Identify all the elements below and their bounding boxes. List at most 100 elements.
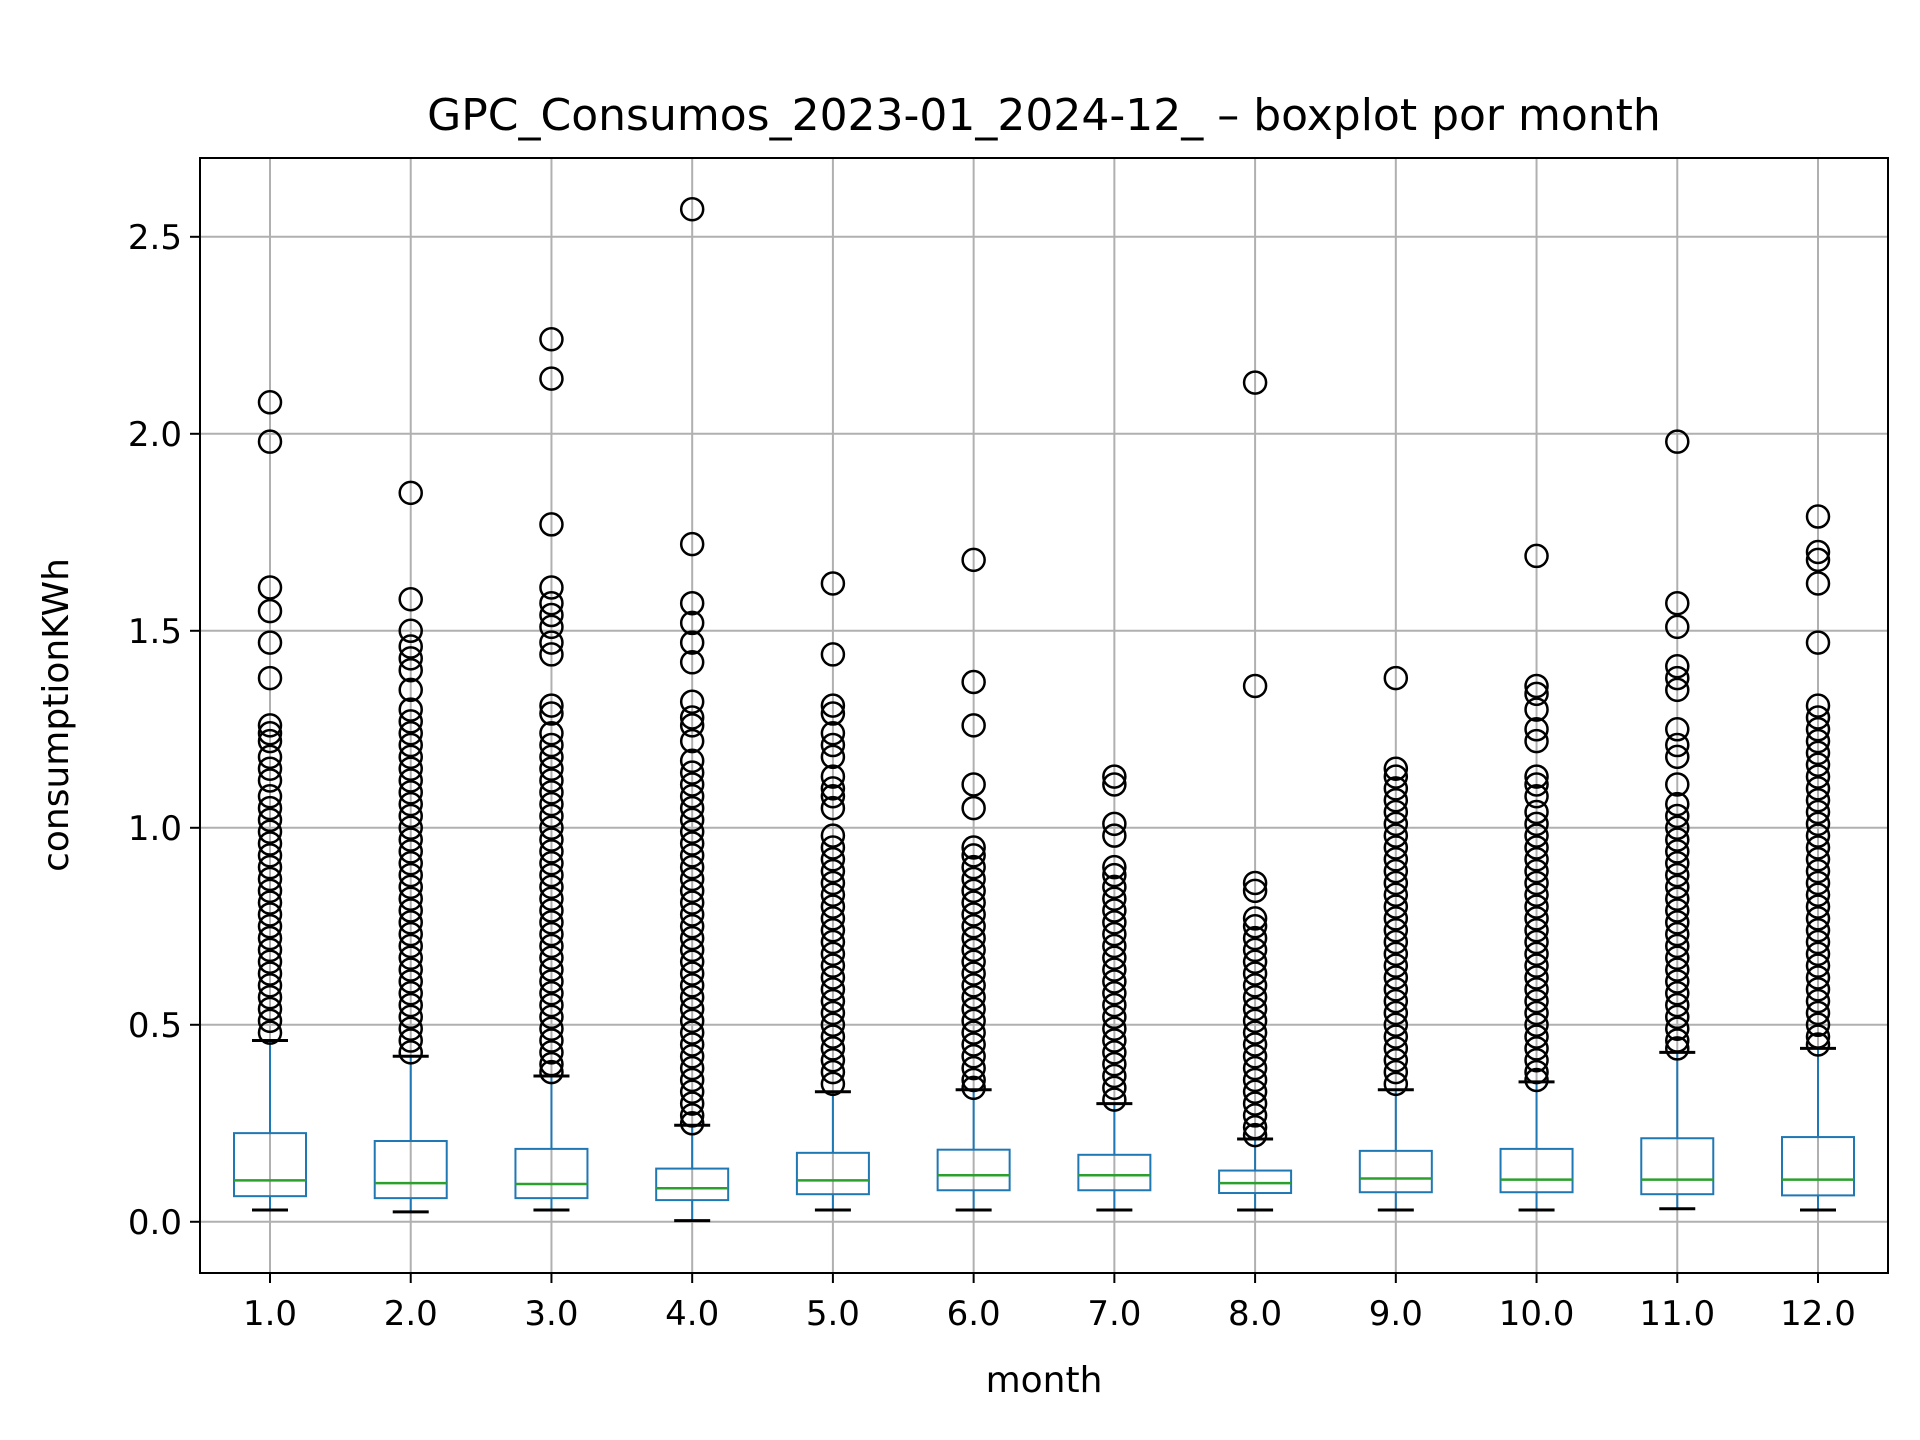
outlier-point xyxy=(961,890,986,915)
outlier-point xyxy=(1383,965,1409,990)
outlier-point xyxy=(1242,1067,1268,1093)
outlier-point xyxy=(820,1047,846,1073)
outlier-point xyxy=(1383,756,1409,781)
outlier-point xyxy=(1805,823,1831,848)
outlier-point xyxy=(1242,937,1268,963)
outlier-point xyxy=(1524,543,1549,569)
outlier-point xyxy=(961,1032,986,1057)
outlier-point xyxy=(1665,717,1690,742)
outlier-point xyxy=(1805,1024,1831,1049)
outlier-point xyxy=(1102,1028,1127,1053)
outlier-point xyxy=(1524,965,1549,990)
outlier-point xyxy=(257,925,283,951)
outlier-point xyxy=(1665,992,1690,1018)
outlier-point xyxy=(1805,787,1831,813)
outlier-point xyxy=(257,996,283,1022)
outlier-point xyxy=(1242,961,1268,986)
outlier-point xyxy=(679,1055,705,1081)
outlier-point xyxy=(1524,1000,1549,1026)
outlier-point xyxy=(1242,1103,1268,1128)
outlier-point xyxy=(1102,764,1127,789)
outlier-point xyxy=(1524,1067,1549,1093)
outlier-point xyxy=(1805,847,1831,872)
outlier-point xyxy=(398,480,423,506)
outlier-point xyxy=(820,1059,846,1085)
outlier-point xyxy=(961,937,986,963)
box-group-month-1.0 xyxy=(233,390,307,1212)
outlier-point xyxy=(961,973,986,998)
outlier-point xyxy=(820,988,846,1014)
outlier-point xyxy=(1102,1051,1127,1077)
outlier-point xyxy=(1102,933,1127,959)
outlier-point xyxy=(1242,1079,1268,1105)
outlier-point xyxy=(1665,1036,1690,1061)
outlier-point xyxy=(1665,1028,1690,1053)
outlier-point xyxy=(1102,1004,1127,1030)
outlier-point xyxy=(1665,654,1690,679)
outlier-point xyxy=(1524,1047,1549,1073)
box-group-month-8.0 xyxy=(1218,370,1293,1212)
outlier-point xyxy=(539,886,564,911)
outlier-point xyxy=(1665,827,1690,852)
outlier-point xyxy=(1524,917,1549,943)
outlier-point xyxy=(257,390,283,415)
outlier-point xyxy=(539,874,564,900)
outlier-point xyxy=(398,874,423,900)
outlier-point xyxy=(679,196,705,222)
box-group-month-6.0 xyxy=(936,547,1011,1212)
outlier-point xyxy=(1665,772,1690,797)
outlier-point xyxy=(1665,921,1690,947)
outlier-point xyxy=(398,839,423,864)
outlier-point xyxy=(539,992,564,1018)
outlier-point xyxy=(398,732,423,758)
box-group-month-4.0 xyxy=(655,196,730,1223)
outlier-point xyxy=(961,984,986,1010)
outlier-point xyxy=(1242,925,1268,951)
outlier-point xyxy=(398,827,423,852)
outlier-point xyxy=(257,1020,283,1045)
outlier-point xyxy=(820,642,846,667)
outlier-point xyxy=(1383,894,1409,919)
outlier-point xyxy=(1524,823,1549,848)
outlier-point xyxy=(257,843,283,868)
outlier-point xyxy=(539,614,564,640)
outlier-point xyxy=(1102,862,1127,888)
outlier-point xyxy=(1102,1040,1127,1065)
outlier-point xyxy=(398,886,423,911)
outlier-point xyxy=(1383,917,1409,943)
outlier-point xyxy=(398,744,423,770)
outlier-point xyxy=(679,937,705,963)
outlier-point xyxy=(1665,862,1690,888)
outlier-point xyxy=(398,780,423,805)
outlier-point xyxy=(679,1067,705,1093)
outlier-point xyxy=(257,866,283,892)
outlier-point xyxy=(257,795,283,821)
outlier-point xyxy=(1242,1122,1268,1148)
outlier-point xyxy=(257,429,283,454)
iqr-box xyxy=(795,1151,870,1196)
outlier-point xyxy=(679,831,705,856)
outlier-point xyxy=(539,693,564,718)
outlier-point xyxy=(1242,984,1268,1010)
outlier-point xyxy=(398,697,423,722)
outlier-point xyxy=(820,693,846,718)
outlier-point xyxy=(961,795,986,821)
box-group-month-5.0 xyxy=(795,571,870,1212)
y-tick-label: 0.5 xyxy=(128,1006,182,1046)
outlier-point xyxy=(539,850,564,876)
outlier-point xyxy=(820,941,846,967)
outlier-point xyxy=(398,815,423,841)
outlier-point xyxy=(398,709,423,734)
outlier-point xyxy=(961,866,986,892)
outlier-point xyxy=(539,512,564,537)
outlier-point xyxy=(679,1103,705,1128)
outlier-point xyxy=(257,937,283,963)
outlier-point xyxy=(1805,988,1831,1014)
outlier-point xyxy=(1805,858,1831,884)
outlier-point xyxy=(1805,740,1831,766)
outlier-point xyxy=(1102,1016,1127,1041)
y-tick-label: 2.0 xyxy=(128,415,182,455)
outlier-point xyxy=(1383,929,1409,955)
outlier-point xyxy=(1665,898,1690,923)
outlier-point xyxy=(820,894,846,919)
